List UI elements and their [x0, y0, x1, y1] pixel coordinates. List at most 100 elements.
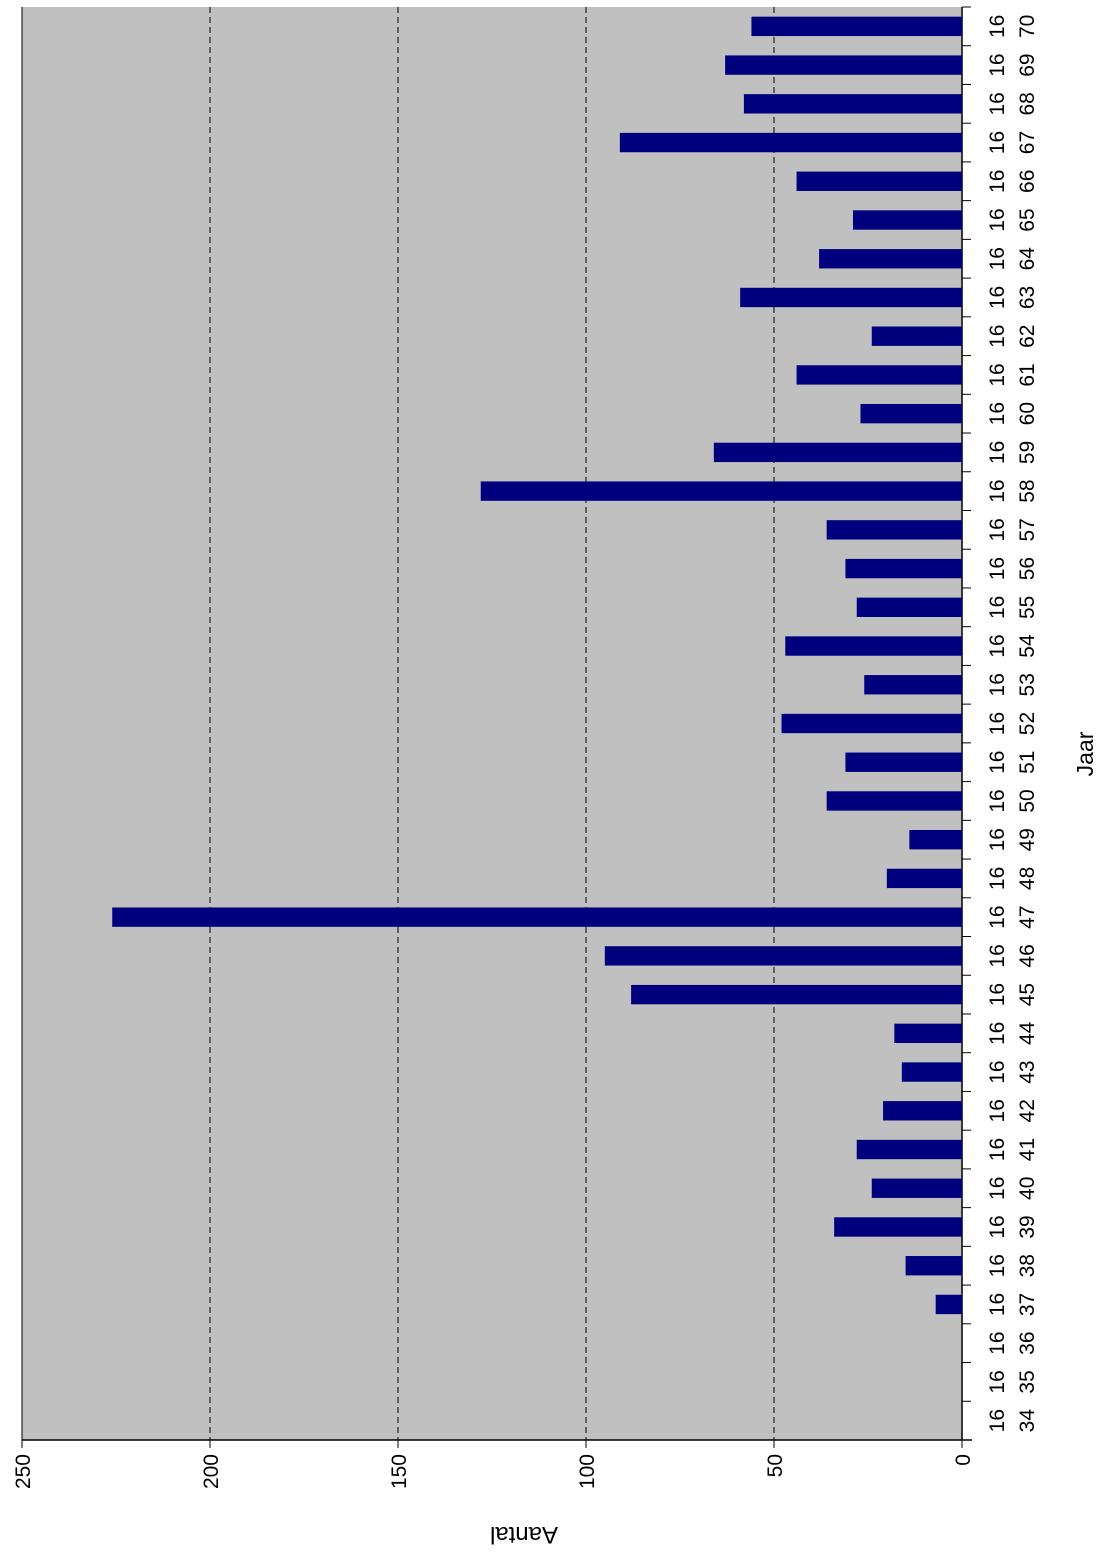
bar [112, 907, 963, 927]
bar [856, 597, 962, 617]
category-tick-label: 16 [986, 363, 1009, 386]
value-tick-label: 100 [576, 1454, 599, 1489]
bar [909, 830, 962, 850]
category-tick-label: 65 [1016, 208, 1039, 231]
category-tick-label: 16 [986, 1370, 1009, 1393]
category-tick-label: 16 [986, 634, 1009, 657]
bar [740, 287, 962, 308]
category-tick-label: 16 [986, 712, 1009, 735]
category-tick-label: 53 [1016, 673, 1039, 696]
value-tick-label: 200 [200, 1454, 223, 1489]
category-tick-label: 16 [986, 15, 1009, 38]
category-tick-label: 43 [1016, 1060, 1039, 1083]
category-tick-label: 37 [1016, 1293, 1039, 1316]
category-tick-label: 16 [986, 208, 1009, 231]
category-tick-label: 54 [1016, 634, 1039, 658]
category-tick-label: 16 [986, 479, 1009, 502]
bar [725, 55, 962, 75]
bar [883, 1101, 962, 1121]
bar [886, 868, 962, 889]
value-tick-label: 150 [388, 1454, 411, 1489]
category-tick-label: 56 [1016, 557, 1039, 580]
category-tick-label: 67 [1016, 131, 1039, 154]
category-tick-label: 39 [1016, 1215, 1039, 1238]
bar [826, 791, 962, 811]
bar [480, 481, 962, 501]
category-tick-label: 16 [986, 944, 1009, 967]
category-tick-label: 52 [1016, 712, 1039, 735]
bar [826, 520, 962, 540]
category-tick-label: 40 [1016, 1177, 1039, 1200]
category-tick-label: 35 [1016, 1370, 1039, 1393]
category-tick-label: 34 [1016, 1409, 1039, 1433]
bar [860, 403, 962, 424]
category-tick-label: 16 [986, 789, 1009, 812]
category-tick-label: 16 [986, 325, 1009, 348]
bar [785, 636, 962, 656]
category-tick-label: 16 [986, 92, 1009, 115]
category-tick-label: 16 [986, 983, 1009, 1006]
category-tick-label: 16 [986, 751, 1009, 774]
category-tick-label: 36 [1016, 1331, 1039, 1354]
category-tick-label: 47 [1016, 905, 1039, 928]
category-tick-label: 59 [1016, 441, 1039, 464]
value-axis-ticks: 0 50 100 150 200 250 [12, 1440, 975, 1489]
value-tick-label: 50 [764, 1454, 787, 1477]
bar [856, 1139, 962, 1160]
category-tick-label: 16 [986, 131, 1009, 154]
category-tick-label: 46 [1016, 944, 1039, 967]
category-tick-label: 57 [1016, 518, 1039, 541]
category-tick-label: 69 [1016, 53, 1039, 76]
category-tick-label: 68 [1016, 92, 1039, 115]
bar [905, 1256, 962, 1276]
category-tick-label: 16 [986, 673, 1009, 696]
bar [935, 1294, 962, 1315]
category-tick-label: 16 [986, 170, 1009, 193]
category-tick-label: 16 [986, 247, 1009, 270]
value-tick-label: 250 [12, 1454, 35, 1489]
bar [852, 210, 962, 230]
bar [796, 365, 962, 385]
category-tick-label: 16 [986, 518, 1009, 541]
category-tick-label: 16 [986, 286, 1009, 309]
category-tick-label: 16 [986, 596, 1009, 619]
bar [743, 94, 962, 114]
category-tick-label: 61 [1016, 363, 1039, 386]
category-tick-label: 16 [986, 1215, 1009, 1238]
category-tick-label: 16 [986, 1409, 1009, 1432]
category-tick-label: 16 [986, 441, 1009, 464]
bar [631, 984, 962, 1005]
category-tick-label: 16 [986, 402, 1009, 425]
bar [619, 132, 962, 153]
category-tick-label: 16 [986, 557, 1009, 580]
category-tick-label: 16 [986, 1293, 1009, 1316]
bar [871, 1178, 962, 1198]
category-tick-label: 62 [1016, 325, 1039, 348]
category-tick-label: 38 [1016, 1254, 1039, 1277]
category-tick-label: 16 [986, 53, 1009, 76]
bar [871, 326, 962, 346]
bar [845, 558, 962, 579]
bar [796, 171, 962, 191]
category-tick-label: 55 [1016, 596, 1039, 619]
category-tick-label: 45 [1016, 983, 1039, 1006]
category-tick-label: 60 [1016, 402, 1039, 425]
category-tick-label: 44 [1016, 1021, 1039, 1045]
category-tick-label: 16 [986, 1177, 1009, 1200]
category-tick-label: 51 [1016, 751, 1039, 774]
category-tick-label: 41 [1016, 1138, 1039, 1161]
category-tick-label: 70 [1016, 15, 1039, 38]
bar [819, 249, 962, 269]
bar [845, 752, 962, 772]
value-tick-label: 0 [952, 1454, 975, 1466]
bar [751, 16, 962, 37]
category-tick-label: 48 [1016, 867, 1039, 890]
category-tick-label: 16 [986, 1099, 1009, 1122]
category-tick-label: 16 [986, 905, 1009, 928]
category-tick-label: 66 [1016, 170, 1039, 193]
category-tick-label: 16 [986, 1254, 1009, 1277]
category-tick-label: 42 [1016, 1099, 1039, 1122]
bar [713, 442, 962, 463]
category-tick-label: 64 [1016, 247, 1039, 271]
